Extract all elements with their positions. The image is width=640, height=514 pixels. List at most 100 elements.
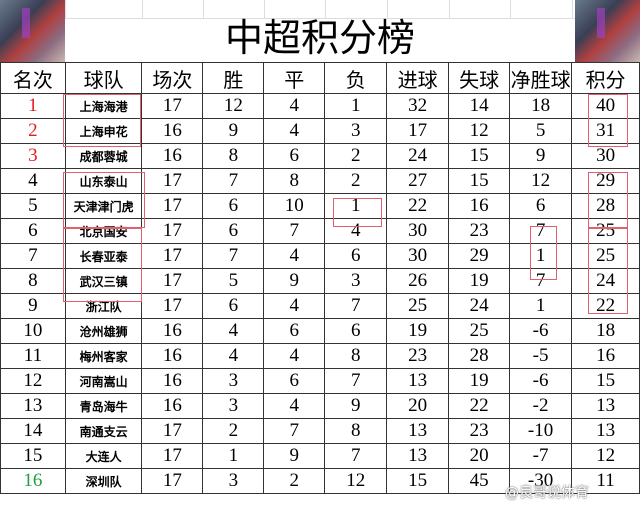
stat-cell: 12 [509,168,573,194]
stat-cell: 8 [324,343,388,369]
column-header: 积分 [571,62,640,94]
team-cell: 北京国安 [64,218,143,244]
stat-cell: 24 [571,268,640,294]
table-row: 6 北京国安 17 6 7 4 30 23 7 25 [0,218,640,244]
stat-cell: 20 [448,443,511,469]
stat-cell: 23 [448,418,511,444]
stat-cell: 22 [571,293,640,319]
stat-cell: 6 [263,318,326,344]
table-row: 2 上海申花 16 9 4 3 17 12 5 31 [0,118,640,144]
stat-cell: 15 [448,168,511,194]
column-header: 名次 [0,62,66,94]
stat-cell: 4 [263,118,326,144]
stat-cell: 17 [141,243,204,269]
stat-cell: 17 [141,468,204,494]
stat-cell: 3 [202,368,265,394]
stat-cell: 10 [263,193,326,219]
stat-cell: 17 [141,93,204,119]
team-cell: 浙江队 [64,293,143,319]
stat-cell: 17 [141,193,204,219]
stat-cell: 13 [386,418,450,444]
stat-cell: 4 [263,243,326,269]
table-row: 4 山东泰山 17 7 8 2 27 15 12 29 [0,168,640,194]
column-header: 平 [263,62,326,94]
stat-cell: 18 [571,318,640,344]
rank-cell: 4 [0,168,66,194]
stat-cell: 9 [509,143,573,169]
team-cell: 深圳队 [64,468,143,494]
rank-cell: 2 [0,118,66,144]
stat-cell: 2 [324,168,388,194]
stat-cell: 45 [448,468,511,494]
stat-cell: 13 [386,443,450,469]
stat-cell: 9 [202,118,265,144]
stat-cell: 6 [263,143,326,169]
stat-cell: 19 [448,368,511,394]
stat-cell: 18 [509,93,573,119]
column-header: 胜 [202,62,265,94]
watermark: @良哥说体育 [505,485,589,501]
stat-cell: 2 [202,418,265,444]
stat-cell: 26 [386,268,450,294]
column-header: 场次 [141,62,204,94]
stat-cell: 6 [324,318,388,344]
stat-cell: 7 [509,218,573,244]
stat-cell: 1 [324,93,388,119]
stat-cell: 28 [448,343,511,369]
table-row: 3 成都蓉城 16 8 6 2 24 15 9 30 [0,143,640,169]
stat-cell: 7 [324,443,388,469]
stat-cell: 27 [386,168,450,194]
stat-cell: -10 [509,418,573,444]
grid-line [387,0,388,18]
stat-cell: 16 [571,343,640,369]
stat-cell: 16 [448,193,511,219]
stat-cell: 4 [263,393,326,419]
table-row: 7 长春亚泰 17 7 4 6 30 29 1 25 [0,243,640,269]
stat-cell: 30 [386,218,450,244]
stat-cell: 16 [141,343,204,369]
stat-cell: 30 [571,143,640,169]
rank-cell: 9 [0,293,66,319]
stat-cell: 15 [571,368,640,394]
stat-cell: 17 [141,268,204,294]
stat-cell: 17 [141,443,204,469]
team-cell: 天津津门虎 [64,193,143,219]
table-row: 9 浙江队 17 6 4 7 25 24 1 22 [0,293,640,319]
rank-cell: 8 [0,268,66,294]
table-row: 16 深圳队 17 3 2 12 15 45 -30 11 [0,468,640,494]
stat-cell: 6 [324,243,388,269]
stat-cell: 6 [202,218,265,244]
rank-cell: 15 [0,443,66,469]
grid-line [572,0,573,18]
team-cell: 大连人 [64,443,143,469]
stat-cell: 5 [202,268,265,294]
page-title: 中超积分榜 [224,16,415,60]
rank-cell: 10 [0,318,66,344]
stat-cell: 17 [386,118,450,144]
stat-cell: 8 [202,143,265,169]
stat-cell: 13 [386,368,450,394]
grid-line [510,0,511,18]
rank-cell: 16 [0,468,66,494]
stat-cell: 24 [386,143,450,169]
grid-line [65,0,66,18]
stat-cell: 22 [386,193,450,219]
stat-cell: 9 [263,443,326,469]
column-header: 进球 [386,62,450,94]
stat-cell: 17 [141,418,204,444]
stat-cell: 25 [386,293,450,319]
table-row: 12 河南嵩山 16 3 6 7 13 19 -6 15 [0,368,640,394]
grid-line [325,0,326,18]
stat-cell: 8 [324,418,388,444]
stat-cell: 7 [324,368,388,394]
team-cell: 武汉三镇 [64,268,143,294]
rank-cell: 5 [0,193,66,219]
stat-cell: 16 [141,318,204,344]
grid-line [142,0,143,18]
stat-cell: 17 [141,218,204,244]
rank-cell: 12 [0,368,66,394]
rank-cell: 1 [0,93,66,119]
grid-line [264,0,265,18]
stat-cell: 11 [571,468,640,494]
